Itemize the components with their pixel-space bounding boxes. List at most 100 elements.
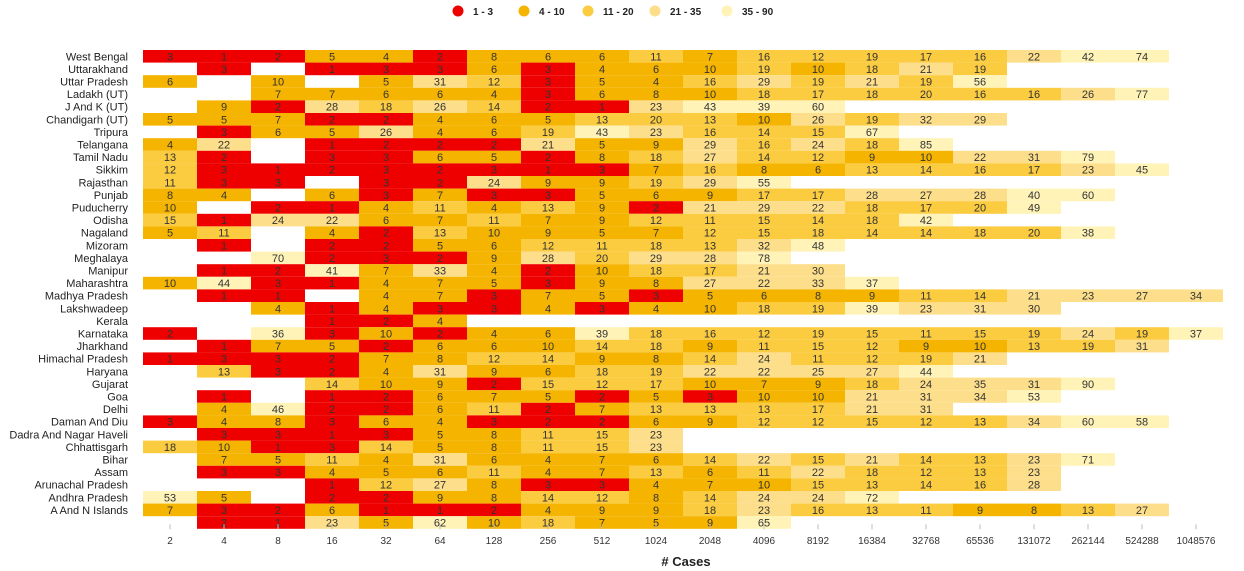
heatmap-cell[interactable] <box>1061 327 1115 340</box>
heatmap-cell[interactable] <box>467 163 521 176</box>
heatmap-cell[interactable] <box>467 264 521 277</box>
heatmap-cell[interactable] <box>737 402 791 416</box>
heatmap-cell[interactable] <box>521 188 575 202</box>
heatmap-cell[interactable] <box>467 176 521 189</box>
heatmap-cell[interactable] <box>305 188 359 202</box>
heatmap-cell[interactable] <box>683 138 737 151</box>
heatmap-cell[interactable] <box>845 352 899 365</box>
heatmap-cell[interactable] <box>197 125 251 139</box>
heatmap-cell[interactable] <box>251 163 305 176</box>
heatmap-cell[interactable] <box>683 176 737 189</box>
heatmap-cell[interactable] <box>359 125 413 139</box>
heatmap-cell[interactable] <box>575 402 629 416</box>
heatmap-cell[interactable] <box>629 213 683 227</box>
heatmap-cell[interactable] <box>521 491 575 504</box>
heatmap-cell[interactable] <box>683 50 737 63</box>
heatmap-cell[interactable] <box>575 352 629 365</box>
heatmap-cell[interactable] <box>359 377 413 391</box>
heatmap-cell[interactable] <box>791 87 845 101</box>
heatmap-cell[interactable] <box>737 377 791 391</box>
heatmap-cell[interactable] <box>1061 339 1115 353</box>
heatmap-cell[interactable] <box>899 188 953 202</box>
heatmap-cell[interactable] <box>575 188 629 202</box>
heatmap-cell[interactable] <box>1007 226 1061 239</box>
heatmap-cell[interactable] <box>737 251 791 265</box>
heatmap-cell[interactable] <box>629 465 683 479</box>
heatmap-cell[interactable] <box>629 62 683 76</box>
heatmap-cell[interactable] <box>953 50 1007 63</box>
heatmap-cell[interactable] <box>1007 465 1061 479</box>
heatmap-cell[interactable] <box>197 289 251 302</box>
heatmap-cell[interactable] <box>845 125 899 139</box>
heatmap-cell[interactable] <box>521 239 575 252</box>
heatmap-cell[interactable] <box>1061 226 1115 239</box>
heatmap-cell[interactable] <box>143 226 197 239</box>
heatmap-cell[interactable] <box>683 201 737 214</box>
heatmap-cell[interactable] <box>1061 150 1115 164</box>
heatmap-cell[interactable] <box>791 390 845 403</box>
legend-item[interactable]: 4 - 10 <box>518 5 566 19</box>
heatmap-cell[interactable] <box>737 113 791 126</box>
heatmap-cell[interactable] <box>791 201 845 214</box>
heatmap-cell[interactable] <box>359 314 413 328</box>
heatmap-cell[interactable] <box>521 365 575 378</box>
heatmap-cell[interactable] <box>359 365 413 378</box>
heatmap-cell[interactable] <box>737 201 791 214</box>
heatmap-cell[interactable] <box>629 100 683 113</box>
heatmap-cell[interactable] <box>683 150 737 164</box>
heatmap-cell[interactable] <box>683 516 737 529</box>
heatmap-cell[interactable] <box>467 188 521 202</box>
heatmap-cell[interactable] <box>413 138 467 151</box>
heatmap-cell[interactable] <box>251 201 305 214</box>
heatmap-cell[interactable] <box>413 264 467 277</box>
heatmap-cell[interactable] <box>467 503 521 517</box>
heatmap-cell[interactable] <box>1061 289 1115 302</box>
heatmap-cell[interactable] <box>1007 390 1061 403</box>
heatmap-cell[interactable] <box>1061 188 1115 202</box>
heatmap-cell[interactable] <box>791 213 845 227</box>
heatmap-cell[interactable] <box>413 125 467 139</box>
heatmap-cell[interactable] <box>521 113 575 126</box>
heatmap-cell[interactable] <box>521 352 575 365</box>
heatmap-cell[interactable] <box>899 390 953 403</box>
heatmap-cell[interactable] <box>467 50 521 63</box>
heatmap-cell[interactable] <box>359 503 413 517</box>
heatmap-cell[interactable] <box>197 491 251 504</box>
heatmap-cell[interactable] <box>845 87 899 101</box>
heatmap-cell[interactable] <box>629 87 683 101</box>
heatmap-cell[interactable] <box>467 226 521 239</box>
heatmap-cell[interactable] <box>143 176 197 189</box>
heatmap-cell[interactable] <box>575 327 629 340</box>
heatmap-cell[interactable] <box>953 478 1007 491</box>
heatmap-cell[interactable] <box>413 390 467 403</box>
heatmap-cell[interactable] <box>197 226 251 239</box>
heatmap-cell[interactable] <box>899 75 953 88</box>
heatmap-cell[interactable] <box>737 176 791 189</box>
heatmap-cell[interactable] <box>305 125 359 139</box>
heatmap-cell[interactable] <box>251 75 305 88</box>
heatmap-cell[interactable] <box>197 415 251 428</box>
heatmap-cell[interactable] <box>575 415 629 428</box>
heatmap-cell[interactable] <box>359 516 413 529</box>
heatmap-cell[interactable] <box>791 239 845 252</box>
heatmap-cell[interactable] <box>359 163 413 176</box>
heatmap-cell[interactable] <box>683 453 737 466</box>
heatmap-cell[interactable] <box>143 138 197 151</box>
heatmap-cell[interactable] <box>737 503 791 517</box>
heatmap-cell[interactable] <box>467 339 521 353</box>
heatmap-cell[interactable] <box>683 339 737 353</box>
heatmap-cell[interactable] <box>629 440 683 454</box>
heatmap-cell[interactable] <box>737 365 791 378</box>
heatmap-cell[interactable] <box>575 428 629 441</box>
heatmap-cell[interactable] <box>467 428 521 441</box>
heatmap-cell[interactable] <box>899 302 953 315</box>
heatmap-cell[interactable] <box>413 516 467 529</box>
heatmap-cell[interactable] <box>575 453 629 466</box>
heatmap-cell[interactable] <box>845 201 899 214</box>
heatmap-cell[interactable] <box>467 302 521 315</box>
heatmap-cell[interactable] <box>413 239 467 252</box>
heatmap-cell[interactable] <box>791 352 845 365</box>
heatmap-cell[interactable] <box>845 163 899 176</box>
heatmap-cell[interactable] <box>467 150 521 164</box>
heatmap-cell[interactable] <box>845 503 899 517</box>
